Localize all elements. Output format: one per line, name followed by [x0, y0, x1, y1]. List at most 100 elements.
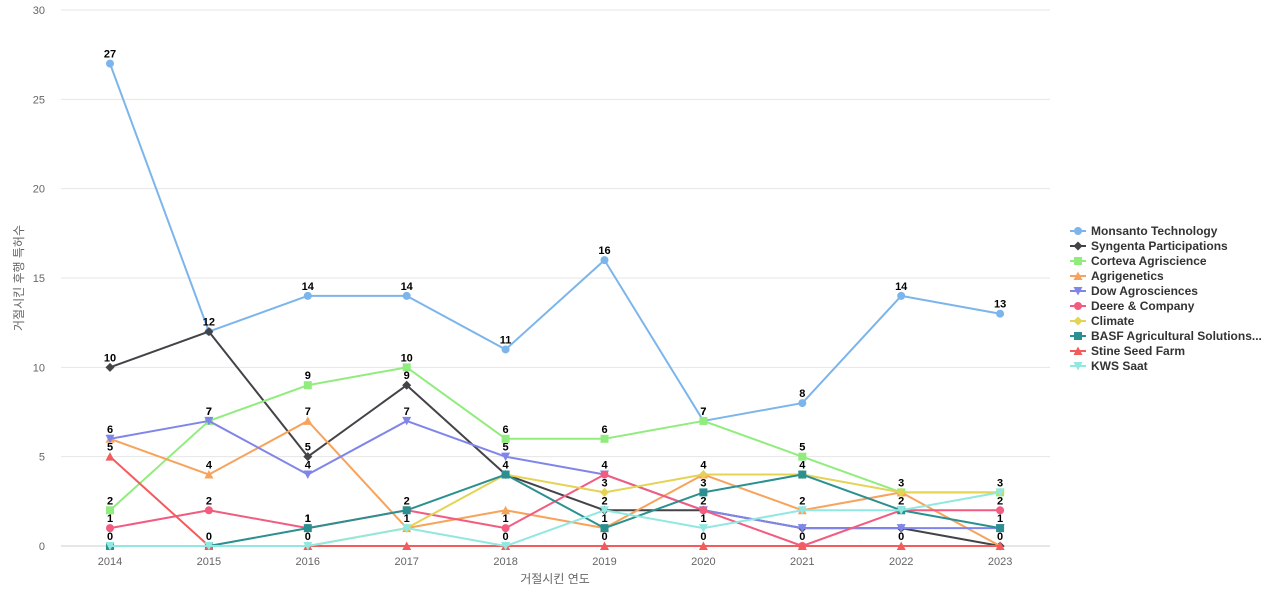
x-tick-label: 2021	[790, 556, 814, 568]
legend-label: Corteva Agriscience	[1091, 254, 1207, 268]
data-point-marker	[896, 524, 906, 533]
data-point-marker	[699, 416, 708, 425]
data-point-marker	[402, 541, 412, 550]
data-label: 0	[305, 531, 311, 543]
legend-label: BASF Agricultural Solutions...	[1091, 329, 1262, 343]
legend-marker	[1074, 302, 1082, 310]
data-point-marker	[798, 452, 807, 461]
plot-area	[105, 59, 1005, 551]
data-point-marker	[797, 524, 807, 533]
legend-label: Stine Seed Farm	[1091, 344, 1185, 358]
data-point-marker	[995, 488, 1005, 497]
data-label: 5	[305, 442, 311, 454]
data-point-marker	[105, 542, 115, 551]
data-label: 9	[305, 370, 311, 382]
y-tick-label: 20	[33, 184, 45, 196]
data-point-marker	[303, 542, 313, 551]
data-label: 9	[404, 370, 410, 382]
legend-item[interactable]: Stine Seed Farm	[1070, 344, 1185, 358]
data-label: 16	[598, 245, 610, 257]
legend-item[interactable]: Corteva Agriscience	[1070, 254, 1207, 268]
data-point-marker	[402, 380, 412, 390]
series-9[interactable]	[105, 488, 1005, 551]
data-point-marker	[896, 541, 906, 550]
legend-item[interactable]: Dow Agrosciences	[1070, 284, 1198, 298]
data-point-marker	[106, 506, 114, 515]
data-point-marker	[303, 291, 312, 300]
data-label: 0	[700, 531, 706, 543]
data-label: 4	[206, 460, 213, 472]
data-label: 4	[503, 460, 510, 472]
data-point-marker	[996, 524, 1005, 533]
data-label: 8	[799, 388, 805, 400]
data-point-marker	[501, 345, 510, 354]
data-label: 1	[305, 513, 311, 525]
legend-marker	[1073, 241, 1083, 251]
y-axis: 0 5 10 15 20 25 30	[33, 5, 45, 553]
legend-item[interactable]: Deere & Company	[1070, 299, 1195, 313]
x-tick-label: 2019	[592, 556, 616, 568]
y-axis-title: 거절시킨 후행 특허수	[11, 225, 26, 331]
data-point-marker	[204, 506, 213, 515]
data-point-marker	[501, 524, 510, 533]
data-label: 3	[700, 477, 706, 489]
data-label: 7	[700, 406, 706, 418]
legend-label: Agrigenetics	[1091, 269, 1164, 283]
data-label: 2	[601, 495, 607, 507]
legend-item[interactable]: Syngenta Participations	[1070, 239, 1228, 253]
data-point-marker	[501, 452, 511, 462]
y-tick-label: 10	[33, 362, 45, 374]
data-point-marker	[402, 524, 412, 533]
data-label: 2	[404, 495, 410, 507]
data-point-marker	[204, 470, 214, 479]
data-point-marker	[303, 452, 313, 462]
data-point-marker	[600, 256, 609, 265]
data-point-marker	[501, 470, 510, 479]
legend-item[interactable]: Agrigenetics	[1070, 269, 1164, 283]
legend-item[interactable]: KWS Saat	[1070, 359, 1148, 373]
data-point-marker	[896, 487, 906, 497]
data-point-marker	[303, 524, 312, 533]
data-point-marker	[600, 506, 609, 515]
data-point-marker	[501, 434, 510, 443]
data-label: 14	[401, 281, 414, 293]
x-axis-title: 거절시킨 연도	[520, 572, 590, 586]
data-point-marker	[699, 488, 708, 497]
series-line	[110, 491, 1001, 547]
y-gridlines	[61, 9, 1050, 547]
data-label: 4	[799, 460, 806, 472]
data-label: 4	[305, 460, 312, 472]
series-0[interactable]	[106, 59, 1005, 425]
legend-marker	[1074, 227, 1082, 235]
data-label: 1	[404, 513, 410, 525]
legend-item[interactable]: BASF Agricultural Solutions...	[1070, 329, 1262, 343]
data-point-marker	[996, 309, 1005, 318]
legend-label: Deere & Company	[1091, 299, 1195, 313]
data-point-marker	[698, 524, 708, 533]
data-point-marker	[105, 362, 115, 372]
x-tick-label: 2017	[394, 556, 418, 568]
series-line	[110, 473, 1001, 547]
series-line	[109, 366, 1001, 512]
legend-item[interactable]: Climate	[1070, 314, 1135, 328]
data-point-marker	[501, 505, 511, 515]
data-label: 0	[997, 531, 1003, 543]
data-label: 2	[206, 495, 212, 507]
data-label: 7	[404, 406, 410, 418]
data-point-marker	[798, 399, 807, 408]
legend-item[interactable]: Monsanto Technology	[1070, 224, 1218, 238]
data-point-marker	[698, 470, 708, 480]
data-point-marker	[204, 416, 214, 426]
data-point-marker	[600, 487, 609, 497]
data-label: 0	[206, 531, 212, 543]
legend-marker	[1073, 316, 1083, 326]
data-point-marker	[896, 506, 906, 515]
data-point-marker	[402, 506, 411, 515]
data-label: 1	[107, 513, 113, 525]
x-tick-label: 2022	[889, 556, 913, 568]
data-label: 3	[898, 477, 904, 489]
data-point-marker	[105, 434, 115, 444]
data-point-marker	[600, 524, 609, 533]
